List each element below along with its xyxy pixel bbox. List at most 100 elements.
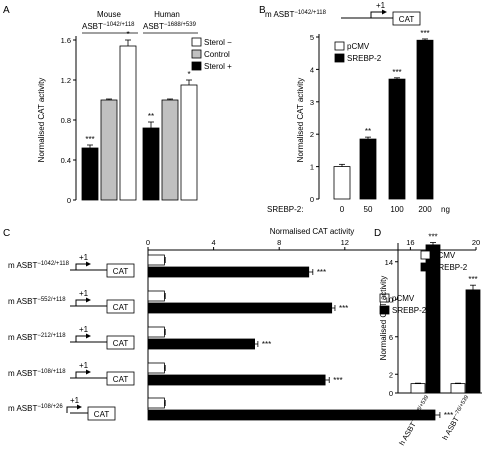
c-bar-srebp2 xyxy=(147,409,436,421)
b-bar xyxy=(359,138,377,200)
c-error-bar-pcmv xyxy=(164,257,166,263)
a-y-tick-label: 0.8 xyxy=(61,116,71,125)
b-bar xyxy=(388,78,406,200)
c-construct-label: m ASBT−108/+118 xyxy=(8,369,66,378)
d-significance-mark: *** xyxy=(428,233,437,242)
c-significance-mark: *** xyxy=(444,411,453,420)
b-error-bar xyxy=(339,163,345,167)
c-x-tick-label: 4 xyxy=(212,238,216,247)
b-legend-swatch xyxy=(334,53,345,63)
b-construct-label: m ASBT−1042/+118 xyxy=(265,10,327,19)
c-plus-one: +1 xyxy=(79,253,89,262)
b-legend: pCMV SREBP-2 xyxy=(334,41,382,63)
a-significance-mark: *** xyxy=(85,135,94,144)
c-cat-box xyxy=(106,335,135,350)
a-bar xyxy=(161,99,179,201)
a-y-axis-label: Normalised CAT activity xyxy=(37,78,46,163)
c-cat-label: CAT xyxy=(113,267,129,276)
c-error-bar-srebp2 xyxy=(308,269,314,275)
c-promoter-arrow-path xyxy=(75,335,86,342)
c-bar-srebp2 xyxy=(147,374,326,386)
d-error-bar xyxy=(430,242,436,245)
c-bar-pcmv xyxy=(147,290,165,302)
b-x-unit: ng xyxy=(441,205,450,214)
a-error-bar xyxy=(186,79,192,85)
d-y-tick-label: 6 xyxy=(389,333,393,342)
c-error-bar-pcmv xyxy=(164,400,166,406)
a-error-bar xyxy=(125,39,131,46)
c-legend-label: pCMV xyxy=(392,294,415,303)
b-x-tick-label: 100 xyxy=(390,205,404,214)
a-y-tick-label: 1.2 xyxy=(61,76,71,85)
b-plus-one: +1 xyxy=(376,1,386,10)
b-y-tick-label: 5 xyxy=(310,33,314,42)
c-x-tick-label: 8 xyxy=(277,238,281,247)
c-plus-one: +1 xyxy=(79,289,89,298)
d-y-tick-label: 0 xyxy=(389,389,393,398)
c-promoter-arrow xyxy=(75,369,91,378)
d-significance-mark: *** xyxy=(468,275,477,284)
c-error-bar-srebp2 xyxy=(331,305,336,311)
c-cat-label: CAT xyxy=(113,375,129,384)
c-error-bar-srebp2 xyxy=(254,341,259,347)
c-bar-pcmv xyxy=(147,254,165,266)
a-legend-label: Sterol − xyxy=(204,38,232,47)
a-error-bar xyxy=(87,144,93,148)
b-legend-swatch xyxy=(334,41,345,51)
c-cat-label: CAT xyxy=(113,339,129,348)
panel-label-d: D xyxy=(374,228,381,239)
a-bar xyxy=(119,45,137,201)
a-group-label: ASBT−1042/+118 xyxy=(82,22,135,31)
c-x-tick-label: 12 xyxy=(341,238,349,247)
d-legend-swatch xyxy=(420,250,431,260)
b-cat-box xyxy=(392,11,421,26)
c-cat-label: CAT xyxy=(94,410,110,419)
a-significance-mark: * xyxy=(126,30,129,39)
a-error-bar xyxy=(106,98,112,100)
b-promoter-arrow-head xyxy=(382,9,387,15)
b-promoter-arrow xyxy=(370,9,387,18)
a-legend-swatch xyxy=(191,61,202,71)
b-error-bar xyxy=(422,38,428,41)
c-promoter-arrow-path xyxy=(75,371,86,378)
c-construct-label: m ASBT−552/+118 xyxy=(8,297,66,306)
a-legend-label: Sterol + xyxy=(204,62,232,71)
c-significance-mark: *** xyxy=(333,376,342,385)
b-y-tick-label: 0 xyxy=(310,195,314,204)
a-legend: Sterol − Control Sterol + xyxy=(191,37,232,71)
c-promoter-arrow xyxy=(75,297,91,306)
c-legend-swatch xyxy=(379,305,390,315)
d-y-tick-label: 2 xyxy=(389,370,393,379)
c-promoter-arrow xyxy=(75,333,91,342)
d-x-tick-label: h ASBT−1688/+539 xyxy=(397,395,432,447)
c-x-axis-label: Normalised CAT activity xyxy=(270,227,355,236)
c-legend-swatch xyxy=(379,293,390,303)
c-x-tick-label: 16 xyxy=(406,238,414,247)
b-y-axis-label: Normalised CAT activity xyxy=(296,78,305,163)
b-y-tick-label: 3 xyxy=(310,98,314,107)
b-legend-label: pCMV xyxy=(347,42,370,51)
a-y-tick-label: 0 xyxy=(67,196,71,205)
b-y-tick-label: 2 xyxy=(310,130,314,139)
c-significance-mark: *** xyxy=(317,268,326,277)
d-y-tick-label: 10 xyxy=(385,295,393,304)
c-promoter-arrow xyxy=(75,261,91,270)
a-legend-label: Control xyxy=(204,50,230,59)
c-x-tick-label: 0 xyxy=(146,238,150,247)
b-x-tick-label: 0 xyxy=(340,205,345,214)
c-plus-one: +1 xyxy=(70,396,80,405)
a-bar xyxy=(100,99,118,201)
c-plus-one: +1 xyxy=(79,361,89,370)
c-promoter-arrow-head xyxy=(86,261,91,267)
c-significance-mark: *** xyxy=(339,304,348,313)
c-promoter-arrow-path xyxy=(66,406,77,413)
panel-label-c: C xyxy=(3,228,10,239)
d-bar xyxy=(465,289,481,394)
c-x-tick-label: 20 xyxy=(472,238,480,247)
c-promoter-arrow-path xyxy=(75,299,86,306)
a-y-tick-label: 0.4 xyxy=(61,156,71,165)
panel-label-a: A xyxy=(3,5,10,16)
a-group-title: Human xyxy=(154,10,180,19)
c-cat-label: CAT xyxy=(113,303,129,312)
c-error-bar-pcmv xyxy=(164,329,166,335)
